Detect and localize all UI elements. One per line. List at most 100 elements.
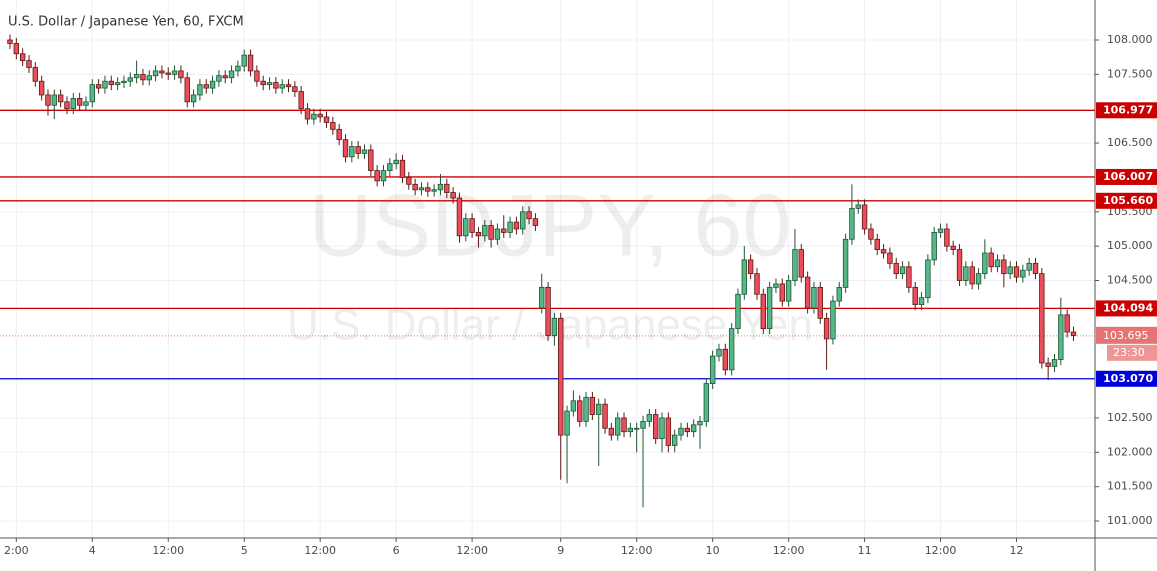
candle-body (798, 249, 804, 278)
candle-body (703, 383, 710, 422)
candle-body (241, 54, 247, 67)
x-tick-label: 12:00 (773, 544, 805, 557)
candle-body (76, 98, 83, 106)
candle-body (7, 39, 13, 44)
candle-body (222, 75, 228, 79)
candle-body (209, 80, 216, 89)
candle-body (51, 94, 58, 106)
candle-body (121, 80, 127, 84)
candle-body (754, 273, 760, 295)
candle-body (32, 67, 39, 82)
candle-body (1026, 262, 1032, 271)
candle-body (437, 183, 444, 191)
candle-body (868, 228, 874, 240)
candle-body (912, 286, 918, 305)
candle-body (70, 98, 77, 110)
candle-body (399, 159, 406, 178)
candle-body (564, 410, 570, 436)
candle-body (159, 70, 165, 74)
candle-body (330, 122, 336, 130)
candle-body (64, 101, 70, 110)
candle-body (412, 183, 418, 191)
level-label-box (1096, 192, 1157, 209)
candle-body (849, 207, 855, 240)
candle-body (285, 84, 292, 88)
candle-body (102, 80, 108, 89)
candle-body (887, 252, 893, 264)
candle-body (944, 228, 950, 247)
candle-body (304, 108, 311, 120)
candle-body (89, 84, 95, 103)
candle-body (817, 286, 823, 319)
candle-body (716, 348, 722, 357)
candle-body (950, 245, 956, 250)
candle-body (982, 252, 988, 275)
chart-title: U.S. Dollar / Japanese Yen, 60, FXCM (8, 15, 244, 30)
candle-body (247, 54, 254, 72)
candle-body (690, 424, 697, 433)
candle-body (349, 146, 355, 158)
candle-body (45, 94, 51, 106)
y-tick-label: 104.500 (1107, 274, 1153, 287)
candle-body (615, 417, 621, 436)
candle-body (899, 266, 906, 275)
y-tick-label: 102.500 (1107, 411, 1153, 424)
candle-body (133, 73, 140, 79)
candle-body (501, 228, 507, 233)
candle-body (659, 417, 665, 439)
candle-body (893, 262, 899, 275)
candle-body (931, 232, 937, 261)
candle-body (956, 249, 963, 281)
candle-body (994, 259, 1001, 268)
candle-body (728, 328, 735, 371)
candle-body (880, 249, 887, 254)
candle-body (760, 293, 766, 330)
x-tick-label: 11 (858, 544, 872, 557)
candle-body (545, 286, 551, 336)
x-tick-label: 2:00 (4, 544, 29, 557)
candle-body (596, 403, 602, 415)
watermark: USDJPY, 60 (309, 175, 792, 274)
y-tick-label: 101.000 (1107, 514, 1153, 527)
candle-body (532, 218, 539, 226)
candle-body (380, 170, 387, 182)
countdown: 23:30 (1113, 346, 1145, 359)
candle-body (342, 139, 349, 158)
candle-body (494, 228, 501, 240)
candle-body (450, 192, 456, 199)
candle-body (589, 396, 596, 415)
candle-body (520, 211, 526, 230)
candle-body (178, 70, 184, 79)
candle-body (766, 286, 773, 330)
candle-body (171, 70, 178, 75)
candle-body (1051, 359, 1058, 367)
candle-body (830, 300, 836, 340)
x-tick-label: 12 (1010, 544, 1024, 557)
candle-body (1070, 331, 1077, 336)
candle-body (652, 414, 659, 439)
candle-body (1039, 273, 1045, 364)
candle-body (969, 266, 975, 285)
candle-body (197, 84, 203, 96)
candle-body (152, 70, 159, 77)
candle-body (336, 128, 342, 141)
candle-body (577, 400, 583, 422)
candle-body (406, 177, 412, 185)
candle-body (228, 70, 235, 79)
candle-body (488, 225, 494, 240)
candle-body (874, 238, 880, 250)
candle-body (431, 189, 437, 192)
candle-body (741, 259, 748, 295)
level-label: 106.977 (1103, 103, 1153, 116)
current-price-label: 103.695 (1103, 329, 1149, 342)
candle-body (1013, 266, 1020, 278)
candle-body (292, 86, 298, 92)
candle-body (684, 427, 691, 433)
candle-body (1045, 362, 1051, 367)
countdown-box (1107, 344, 1157, 361)
level-label-box (1096, 168, 1157, 185)
candle-body (463, 218, 469, 237)
candle-body (747, 259, 754, 275)
candle-body (456, 197, 463, 237)
candle-body (526, 211, 532, 220)
